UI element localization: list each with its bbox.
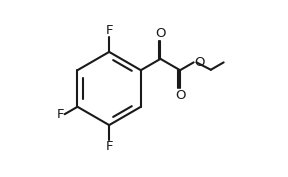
Text: F: F [105, 140, 113, 153]
Text: O: O [194, 56, 205, 69]
Text: F: F [105, 24, 113, 37]
Text: O: O [155, 27, 166, 40]
Text: F: F [57, 108, 65, 121]
Text: O: O [175, 89, 185, 102]
